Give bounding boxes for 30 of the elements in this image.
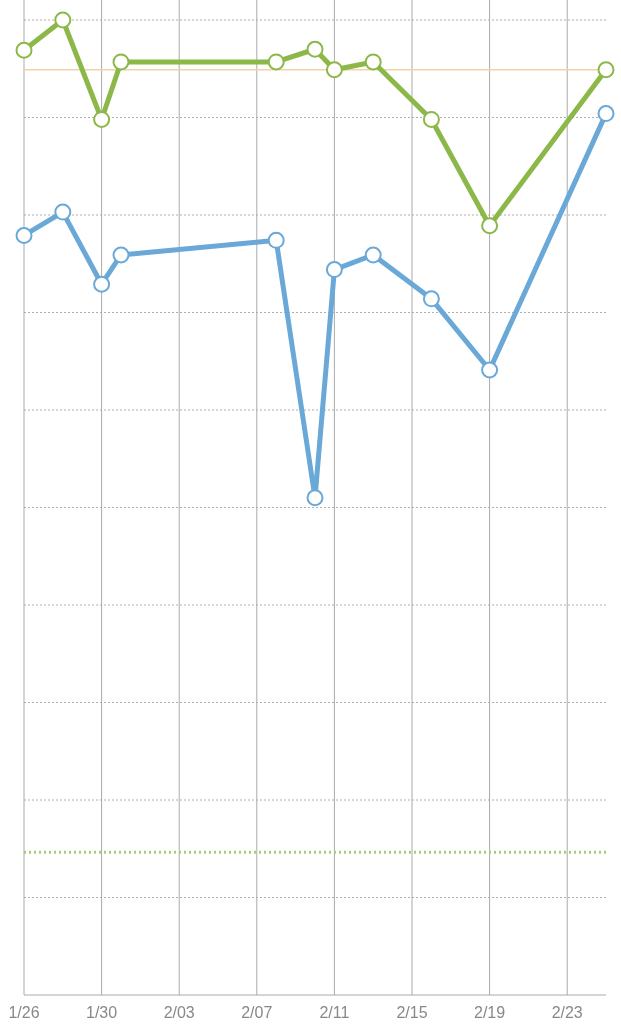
x-tick-label: 1/26 xyxy=(8,1004,40,1021)
x-tick-label: 2/23 xyxy=(551,1004,583,1021)
point xyxy=(597,61,615,79)
x-tick-label: 2/15 xyxy=(396,1004,428,1021)
point xyxy=(597,105,615,123)
point xyxy=(93,275,111,293)
point xyxy=(54,11,72,29)
point xyxy=(15,41,33,59)
point xyxy=(306,40,324,58)
point xyxy=(422,290,440,308)
point xyxy=(15,226,33,244)
point xyxy=(422,110,440,128)
point xyxy=(267,231,285,249)
x-tick-label: 1/30 xyxy=(86,1004,118,1021)
x-tick-label: 2/03 xyxy=(163,1004,195,1021)
point xyxy=(364,53,382,71)
point xyxy=(93,110,111,128)
point xyxy=(112,53,130,71)
point xyxy=(306,489,324,507)
x-tick-label: 2/07 xyxy=(241,1004,273,1021)
point xyxy=(112,246,130,264)
point xyxy=(325,61,343,79)
point xyxy=(54,203,72,221)
point xyxy=(325,261,343,279)
x-tick-label: 2/19 xyxy=(474,1004,506,1021)
point xyxy=(481,361,499,379)
point xyxy=(267,53,285,71)
point xyxy=(364,246,382,264)
x-tick-label: 2/11 xyxy=(319,1004,350,1021)
point xyxy=(481,217,499,235)
